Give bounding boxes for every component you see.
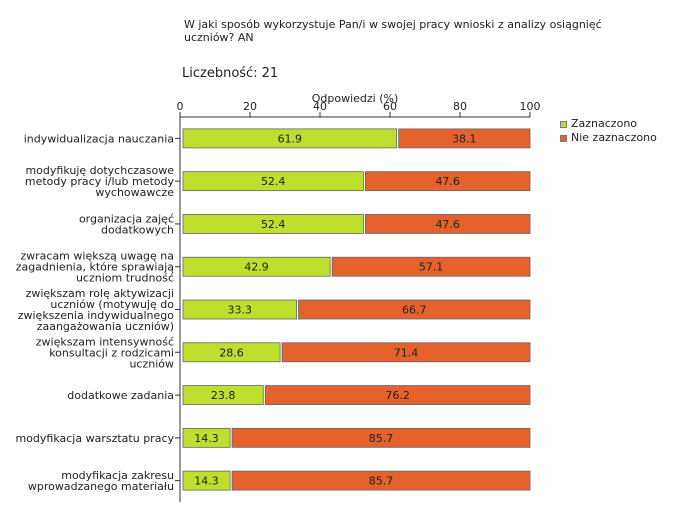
legend-item-selected: Zaznaczono: [560, 117, 657, 131]
bar-selected: [182, 427, 231, 448]
x-axis-title: Odpowiedzi (%): [312, 92, 399, 105]
chart-title: W jaki sposób wykorzystuje Pan/i w swoje…: [184, 18, 602, 44]
legend-item-not-selected: Nie zaznaczono: [560, 131, 657, 145]
legend-label-not-selected: Nie zaznaczono: [571, 131, 657, 144]
bar-not-selected: [364, 171, 531, 192]
category-label-line: indywidualizacja nauczania: [24, 132, 174, 145]
bar-value-label: 85.7: [369, 475, 394, 488]
bar-value-label: 42.9: [244, 261, 269, 274]
category-label: modyfikuję dotychczasowe metody pracy i/l…: [25, 164, 175, 199]
category-label-line: zwiększenia indywidualnego: [18, 309, 175, 322]
bar-value-label: 52.4: [261, 175, 286, 188]
bar-not-selected: [264, 385, 531, 405]
category-label-line: dodatkowych: [101, 223, 174, 236]
bar-not-selected: [231, 427, 531, 448]
legend-swatch-selected: [560, 120, 567, 128]
category-label-line: uczniom trudność: [76, 272, 174, 285]
bar-value-label: 38.1: [452, 132, 477, 145]
bar-selected: [182, 342, 281, 363]
bar-value-label: 61.9: [278, 132, 303, 145]
bar-value-label: 66.7: [402, 304, 427, 317]
category-label-line: modyfikacja zakresu: [61, 469, 174, 482]
category-label-line: uczniów (motywuję do: [50, 298, 174, 311]
bar-selected: [182, 299, 297, 320]
category-label-line: modyfikuję dotychczasowe: [25, 164, 174, 177]
bar-not-selected: [298, 299, 531, 320]
sample-size-value: 21: [261, 66, 279, 81]
bar-value-label: 33.3: [228, 304, 253, 317]
category-label: dodatkowe zadania: [67, 389, 174, 402]
category-label-line: wychowawcze: [95, 186, 174, 199]
x-tick-label: 80: [453, 100, 467, 113]
category-label: modyfikacja warsztatu pracy: [15, 432, 174, 445]
sample-size-label: Liczebność:: [182, 66, 258, 81]
sample-size: Liczebność: 21: [182, 66, 278, 81]
bar-value-label: 28.6: [219, 346, 244, 359]
bar-value-label: 85.7: [369, 432, 394, 445]
category-label-line: zwracam większą uwagę na: [20, 250, 174, 263]
bar-selected: [182, 214, 364, 234]
category-label-line: metody pracy i/lub metody: [25, 175, 175, 188]
bar-value-label: 71.4: [394, 346, 419, 359]
bar-value-label: 47.6: [435, 175, 460, 188]
legend-swatch-not-selected: [560, 134, 567, 142]
category-label-line: zwiększam rolę aktywizacji: [26, 287, 174, 300]
bar-value-label: 23.8: [211, 389, 236, 402]
category-label: zwracam większą uwagę na zagadnienia, któ…: [16, 250, 175, 285]
x-tick-label: 0: [177, 100, 184, 113]
bar-value-label: 57.1: [419, 261, 444, 274]
bar-not-selected: [231, 470, 531, 491]
category-label-line: zwiększam intensywność: [36, 335, 174, 348]
bar-selected: [182, 470, 231, 491]
bar-not-selected: [331, 256, 531, 277]
bar-value-label: 47.6: [435, 218, 460, 231]
bar-not-selected: [398, 128, 531, 149]
legend-label-selected: Zaznaczono: [571, 117, 638, 130]
bar-selected: [182, 171, 364, 192]
category-label-line: dodatkowe zadania: [67, 389, 174, 402]
bar-value-label: 14.3: [194, 475, 219, 488]
bar-selected: [182, 385, 264, 405]
x-tick-label: 100: [520, 100, 541, 113]
bar-not-selected: [281, 342, 531, 363]
category-label-line: konsultacji z rodzicami: [49, 346, 174, 359]
chart-legend: Zaznaczono Nie zaznaczono: [560, 117, 657, 145]
bar-value-label: 76.2: [385, 389, 410, 402]
bar-selected: [182, 128, 398, 149]
category-label-line: zagadnienia, które sprawiają: [16, 261, 175, 274]
category-label: zwiększam rolę aktywizacji uczniów (motyw…: [18, 287, 175, 333]
category-label-line: uczniów: [129, 357, 174, 370]
bar-value-label: 52.4: [261, 218, 286, 231]
x-tick-label: 60: [383, 100, 397, 113]
bar-selected: [182, 256, 331, 277]
category-label-line: zaangażowania uczniów): [37, 320, 174, 333]
category-label: modyfikacja zakresu wprowadzanego materia…: [28, 469, 174, 493]
bar-value-label: 14.3: [194, 432, 219, 445]
category-label: indywidualizacja nauczania: [24, 132, 174, 145]
category-label: organizacja zajęć dodatkowych: [79, 212, 174, 236]
bar-not-selected: [364, 214, 531, 234]
category-label-line: modyfikacja warsztatu pracy: [15, 432, 174, 445]
category-label: zwiększam intensywność konsultacji z rodz…: [36, 335, 174, 370]
x-tick-label: 20: [243, 100, 257, 113]
x-tick-label: 40: [313, 100, 327, 113]
category-label-line: wprowadzanego materiału: [28, 480, 174, 493]
category-label-line: organizacja zajęć: [79, 212, 174, 225]
